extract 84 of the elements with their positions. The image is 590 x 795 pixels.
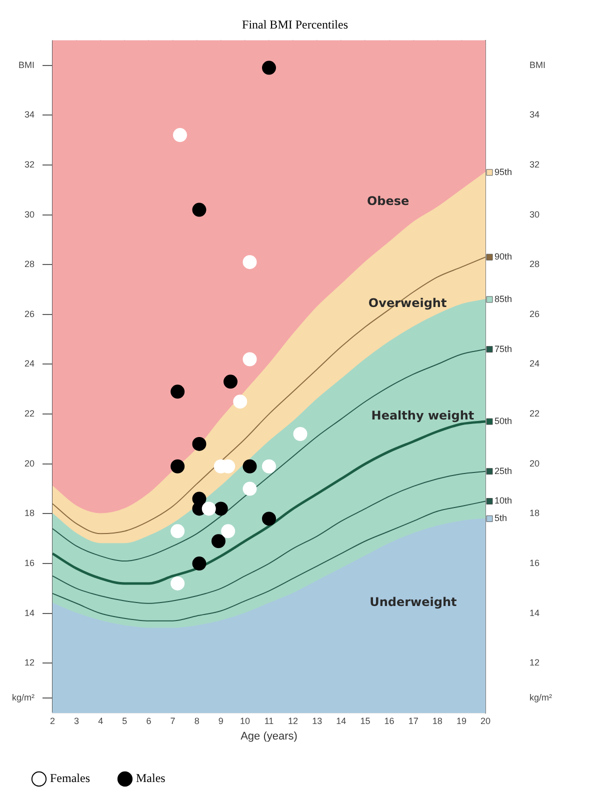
y-tick-label: kg/m²: [530, 692, 552, 703]
y2-tick-label: 18: [24, 508, 34, 518]
y2-tick-label: 30: [24, 209, 34, 220]
x-tick-label: 9: [218, 716, 224, 726]
point: [214, 502, 228, 516]
y2-tick-label: 16: [24, 558, 34, 568]
y2-tick-label: 34: [24, 110, 34, 120]
x-tick-label: 12: [288, 716, 298, 726]
y-tick-label: 26: [530, 308, 540, 319]
y-tick-label: 16: [530, 558, 540, 568]
x-tick-label: 17: [408, 716, 418, 726]
x-tick-label: 10: [240, 716, 250, 726]
y2-tick-label: kg/m²: [12, 692, 35, 703]
x-tick-label: 15: [360, 716, 370, 726]
y-tick-label: 22: [530, 408, 540, 419]
x-tick-label: 8: [194, 716, 200, 726]
legend-label: 50th: [494, 416, 512, 426]
x-tick-label: 16: [384, 716, 394, 726]
legend-label: 10th: [494, 496, 512, 506]
y-tick-label: BMI: [530, 60, 546, 70]
legend-label: Females: [50, 771, 90, 786]
annotation: Healthy weight: [371, 408, 474, 423]
y2-tick-label: 14: [24, 608, 34, 618]
x-tick-label: 13: [312, 716, 322, 726]
point: [293, 426, 308, 441]
x-tick-label: 5: [122, 716, 128, 726]
x-tick-label: 2: [50, 716, 56, 726]
point: [262, 60, 276, 75]
chart-title: Final BMI Percentiles: [242, 17, 348, 32]
annotation: Underweight: [370, 594, 458, 609]
x-tick-label: 7: [170, 716, 176, 726]
point: [192, 436, 206, 451]
point: [224, 374, 238, 389]
point: [170, 459, 185, 474]
x-tick-label: 6: [146, 716, 152, 726]
point: [242, 482, 257, 496]
y2-tick-label: 22: [24, 408, 34, 419]
point: [262, 512, 276, 526]
point: [221, 524, 236, 538]
x-tick-label: 3: [74, 716, 80, 726]
point: [233, 394, 248, 409]
point: [172, 128, 187, 142]
point: [242, 459, 257, 474]
legend-label: 25th: [494, 466, 512, 476]
y-tick-label: 34: [530, 110, 540, 120]
x-tick-label: 4: [98, 716, 104, 726]
y2-tick-label: 28: [24, 259, 34, 270]
y-tick-label: 12: [530, 658, 540, 668]
y2-tick-label: 26: [24, 308, 34, 319]
point: [192, 202, 206, 217]
x-tick-label: 18: [432, 716, 442, 726]
point: [202, 502, 216, 516]
legend-label: 5th: [494, 513, 508, 524]
x-tick-label: 19: [456, 716, 466, 726]
y-tick-label: 28: [530, 259, 540, 270]
y-tick-label: 14: [530, 608, 540, 618]
y-tick-label: 30: [530, 209, 540, 220]
legend-label: 90th: [494, 252, 512, 262]
y2-tick-label: 20: [24, 458, 34, 468]
point: [242, 352, 257, 366]
y-tick-label: 32: [530, 159, 540, 170]
y-tick-label: 18: [530, 508, 540, 518]
annotation: Obese: [366, 194, 410, 208]
x-tick-label: 14: [336, 716, 346, 726]
legend-label: 95th: [494, 166, 512, 177]
y-tick-label: 24: [530, 358, 540, 369]
legend-label: Males: [136, 771, 166, 786]
point: [192, 556, 206, 571]
legend-label: 85th: [494, 294, 512, 304]
x-axis-title: Age (years): [240, 730, 298, 742]
point: [170, 384, 185, 399]
point: [211, 534, 226, 548]
legend-label: 75th: [494, 344, 512, 354]
y2-tick-label: 12: [24, 658, 34, 668]
point: [170, 524, 185, 538]
y-tick-label: 20: [530, 458, 540, 468]
y2-tick-label: BMI: [18, 60, 34, 70]
point: [242, 255, 257, 270]
point: [262, 459, 276, 474]
x-tick-label: 11: [264, 716, 274, 726]
point: [170, 576, 185, 590]
x-tick-label: 20: [480, 716, 491, 726]
y2-tick-label: 32: [24, 159, 34, 170]
y2-tick-label: 24: [24, 358, 34, 369]
